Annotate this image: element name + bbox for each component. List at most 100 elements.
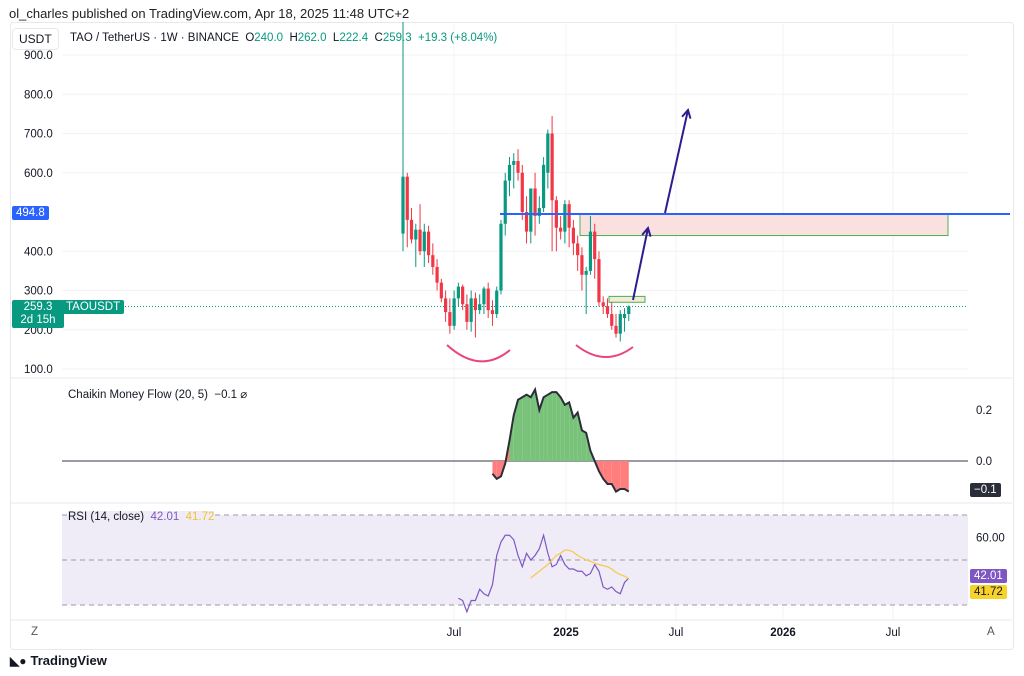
cmf-area-segment [556, 392, 561, 461]
high-value: 262.0 [297, 32, 327, 44]
last-price: 259.3 [23, 301, 53, 313]
bar-countdown: 2d 15h [20, 314, 56, 326]
cmf-area-segment [560, 397, 565, 461]
candle-body [593, 231, 597, 260]
candle-body [571, 227, 575, 244]
price-tick: 100.0 [24, 364, 53, 376]
resistance-zone [579, 213, 949, 237]
scale-z-button[interactable]: Z [31, 626, 39, 638]
candle-body [601, 302, 605, 307]
cmf-area-segment [573, 412, 578, 461]
change-value: +19.3 (+8.04%) [417, 32, 498, 44]
entry-zone [608, 295, 646, 303]
candle-body [567, 204, 571, 228]
cmf-area-segment [513, 399, 519, 461]
candle-body [614, 325, 618, 334]
candle-body [524, 212, 529, 232]
price-tick: 600.0 [24, 168, 53, 180]
cmf-legend: Chaikin Money Flow (20, 5) −0.1 ⌀ [68, 387, 247, 401]
bottom-curve-1 [446, 344, 511, 363]
candle-body [610, 314, 614, 326]
close-label: C [374, 32, 383, 44]
candle-body [482, 288, 486, 305]
candle-body [469, 298, 473, 322]
auto-scale-button[interactable]: A [987, 626, 995, 638]
rsi-title: RSI (14, close) [68, 511, 145, 523]
candle-body [618, 314, 622, 334]
candle-body [627, 306, 631, 315]
candle-body [409, 219, 414, 240]
time-tick: Jul [447, 627, 462, 639]
candle-body [473, 298, 478, 311]
candle-body [559, 227, 563, 232]
rsi-ma-line [530, 549, 630, 580]
candle-body [605, 306, 610, 315]
candle-body [507, 164, 512, 181]
candle-body [456, 286, 460, 299]
candle-body [405, 176, 409, 220]
time-tick: Jul [886, 627, 901, 639]
candle-body [435, 266, 439, 283]
target-arrow-1 [632, 227, 649, 301]
rsi-line [458, 532, 630, 614]
price-tick: 700.0 [24, 129, 53, 141]
candle-body [516, 160, 520, 173]
candle-body [490, 310, 495, 315]
candle-body [584, 270, 588, 275]
time-tick: 2026 [770, 627, 796, 639]
target-arrow-1-head [641, 225, 652, 237]
price-tick: 300.0 [24, 286, 53, 298]
cmf-area-segment [581, 430, 587, 461]
cmf-area-segment [547, 392, 553, 461]
cmf-area-segment [603, 461, 608, 484]
currency-button[interactable]: USDT [12, 28, 59, 50]
cmf-line [491, 386, 630, 493]
cmf-area-segment [539, 397, 544, 461]
cmf-area-segment [522, 394, 527, 461]
symbol-title: TAO / TetherUS · 1W · BINANCE [70, 32, 239, 44]
candle-body [452, 298, 456, 326]
rsi-value: 42.01 [150, 511, 180, 523]
high-label: H [289, 32, 298, 44]
tradingview-logo[interactable]: ◣● TradingView [10, 653, 107, 668]
rsi-legend: RSI (14, close) 42.01 41.72 [68, 511, 215, 523]
candle-body [422, 231, 426, 252]
time-tick: 2025 [553, 627, 579, 639]
candle-body [550, 133, 554, 201]
tv-logo-icon: ◣● [10, 653, 27, 668]
candle-body [401, 176, 405, 234]
candle-body [444, 298, 448, 313]
price-tick: 800.0 [24, 89, 53, 101]
rsi-tick: 60.00 [976, 533, 1005, 545]
cmf-area-segment [496, 461, 501, 479]
cmf-area-segment [620, 461, 625, 490]
candle-body [418, 229, 422, 252]
candle-body [537, 208, 541, 216]
chart-frame [10, 22, 1014, 650]
cmf-area-segment [518, 397, 523, 461]
symbol-legend: TAO / TetherUS · 1W · BINANCE O240.0 H26… [70, 32, 497, 44]
candle-body [495, 290, 499, 315]
rsi-value-tag: 42.01 [970, 569, 1007, 583]
cmf-area-segment [526, 394, 531, 461]
candle-body [503, 180, 507, 224]
cmf-area-segment [577, 412, 582, 461]
hide-icon[interactable]: ⌀ [240, 389, 248, 401]
symbol-tag: TAOUSDT [62, 300, 125, 314]
publisher-caption: ol_charles published on TradingView.com,… [9, 6, 410, 21]
cmf-area-segment [564, 402, 570, 461]
candle-body [426, 231, 431, 256]
cmf-area-segment [616, 461, 621, 492]
candle-body [486, 288, 490, 311]
cmf-value: −0.1 [214, 389, 238, 401]
close-value: 259.3 [382, 32, 412, 44]
candle-body [541, 164, 546, 209]
cmf-tick: 0.0 [976, 456, 992, 468]
logo-text: TradingView [30, 653, 107, 668]
target-arrow-2 [664, 109, 689, 214]
cmf-title: Chaikin Money Flow (20, 5) [68, 389, 208, 401]
candle-body [580, 255, 584, 275]
candle-body [529, 188, 533, 232]
time-tick: Jul [669, 627, 684, 639]
